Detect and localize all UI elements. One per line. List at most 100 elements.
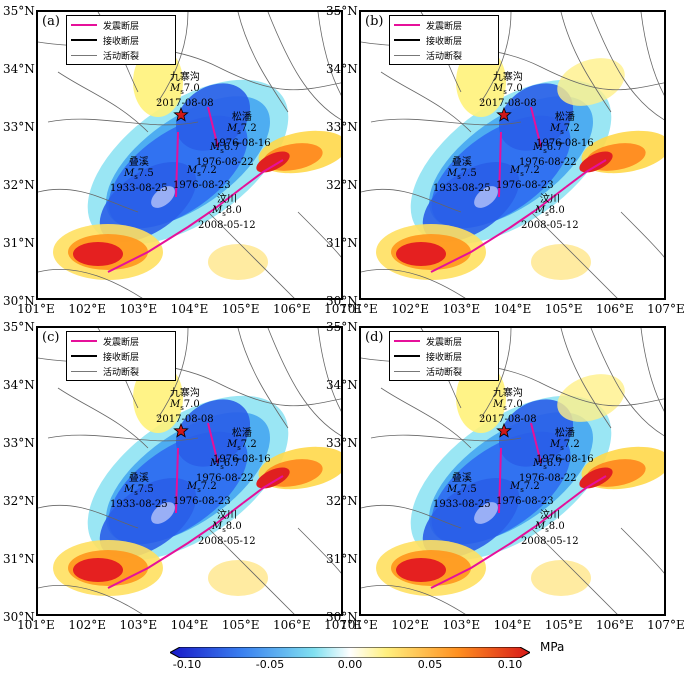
legend-line-icon bbox=[71, 24, 97, 26]
legend-item: 接收断层 bbox=[394, 33, 462, 47]
latitude-label: 33°N bbox=[326, 120, 358, 134]
latitude-label: 30°N bbox=[3, 610, 35, 624]
latitude-label: 32°N bbox=[3, 494, 35, 508]
colorbar-tick: -0.05 bbox=[255, 658, 285, 671]
legend-item: 发震断层 bbox=[394, 334, 462, 348]
longitude-label: 102°E bbox=[391, 302, 429, 316]
longitude-label: 103°E bbox=[442, 618, 481, 632]
legend-text: 发震断层 bbox=[426, 337, 463, 348]
latitude-label: 33°N bbox=[3, 436, 35, 450]
latitude-label: 34°N bbox=[3, 62, 35, 76]
latitude-label: 31°N bbox=[326, 552, 358, 566]
earthquake-annotation: 汶川 Ms8.0 2008-05-12 bbox=[521, 510, 579, 547]
longitude-label: 102°E bbox=[68, 302, 106, 316]
panel-label: (d) bbox=[365, 330, 384, 345]
latitude-label: 30°N bbox=[326, 610, 358, 624]
latitude-label: 35°N bbox=[326, 4, 358, 18]
longitude-label: 101°E bbox=[17, 302, 55, 316]
colorbar-tick: 0.05 bbox=[417, 658, 443, 671]
legend-line-icon bbox=[71, 355, 97, 357]
legend-item: 发震断层 bbox=[71, 334, 139, 348]
longitude-label: 107°E bbox=[324, 302, 362, 316]
earthquake-annotation: Ms6.7 1976-08-22 bbox=[196, 142, 254, 168]
longitude-label: 106°E bbox=[272, 302, 311, 316]
legend-line-icon bbox=[71, 340, 97, 342]
longitude-label: 104°E bbox=[170, 302, 209, 316]
longitude-label: 106°E bbox=[272, 618, 311, 632]
legend-line-icon bbox=[394, 24, 420, 26]
earthquake-annotation: Ms7.2 1976-08-23 bbox=[496, 481, 554, 507]
earthquake-annotation: 九寨沟 Ms7.0 2017-08-08 bbox=[156, 72, 214, 109]
colorbar-tick: -0.10 bbox=[172, 658, 202, 671]
longitude-label: 102°E bbox=[391, 618, 429, 632]
longitude-label: 105°E bbox=[544, 302, 583, 316]
earthquake-annotation: 九寨沟 Ms7.0 2017-08-08 bbox=[479, 388, 537, 425]
longitude-label: 106°E bbox=[595, 302, 634, 316]
earthquake-annotation: 松潘 Ms7.2 1976-08-16 bbox=[213, 428, 271, 465]
legend-item: 活动断裂 bbox=[394, 48, 462, 62]
latitude-label: 32°N bbox=[326, 178, 358, 192]
earthquake-annotation: Ms7.2 1976-08-23 bbox=[496, 165, 554, 191]
earthquake-annotation: Ms6.7 1976-08-22 bbox=[519, 458, 577, 484]
earthquake-annotation: Ms6.7 1976-08-22 bbox=[196, 458, 254, 484]
legend-line-icon bbox=[394, 54, 420, 56]
map-legend: 发震断层接收断层活动断裂 bbox=[66, 331, 176, 381]
earthquake-annotation: 汶川 Ms8.0 2008-05-12 bbox=[521, 194, 579, 231]
legend-text: 接收断层 bbox=[426, 352, 463, 363]
latitude-label: 30°N bbox=[3, 294, 35, 308]
longitude-label: 101°E bbox=[17, 618, 55, 632]
earthquake-annotation: Ms6.7 1976-08-22 bbox=[519, 142, 577, 168]
latitude-label: 33°N bbox=[3, 120, 35, 134]
legend-item: 发震断层 bbox=[394, 18, 462, 32]
map-frame: (c) 发震断层 接收断层 活动断裂 九寨沟 Ms7.0 2017-08-08 松潘 Ms7.2… bbox=[36, 326, 343, 616]
latitude-label: 34°N bbox=[326, 378, 358, 392]
legend-text: 活动断裂 bbox=[103, 367, 140, 378]
map-frame: (a) 发震断层 接收断层 活动断裂 九寨沟 Ms7.0 2017-08-08 松潘 Ms7.2… bbox=[36, 10, 343, 300]
earthquake-annotation: 九寨沟 Ms7.0 2017-08-08 bbox=[156, 388, 214, 425]
earthquake-annotation: 汶川 Ms8.0 2008-05-12 bbox=[198, 510, 256, 547]
latitude-label: 30°N bbox=[326, 294, 358, 308]
earthquake-annotation: 叠溪 Ms7.5 1933-08-25 bbox=[110, 157, 168, 194]
legend-text: 活动断裂 bbox=[426, 51, 463, 62]
earthquake-annotation: Ms7.2 1976-08-23 bbox=[173, 481, 231, 507]
legend-text: 接收断层 bbox=[103, 352, 140, 363]
latitude-label: 35°N bbox=[326, 320, 358, 334]
legend-line-icon bbox=[394, 340, 420, 342]
colorbar-tick: 0.00 bbox=[337, 658, 363, 671]
legend-line-icon bbox=[394, 355, 420, 357]
colorbar bbox=[168, 643, 532, 659]
map-legend: 发震断层 接收断层 活动断裂 bbox=[66, 15, 176, 65]
legend-item: 接收断层 bbox=[394, 349, 462, 363]
legend-item: 活动断裂 bbox=[71, 364, 139, 378]
map-legend: 发震断层 接收断层活动断裂 bbox=[389, 15, 499, 65]
legend-item: 接收断层 bbox=[71, 349, 139, 363]
legend-item: 活动断裂 bbox=[71, 48, 139, 62]
earthquake-annotation: Ms7.2 1976-08-23 bbox=[173, 165, 231, 191]
longitude-label: 105°E bbox=[221, 618, 260, 632]
longitude-label: 107°E bbox=[647, 302, 685, 316]
earthquake-annotation: 汶川 Ms8.0 2008-05-12 bbox=[198, 194, 256, 231]
longitude-label: 103°E bbox=[442, 302, 481, 316]
longitude-label: 104°E bbox=[493, 302, 532, 316]
earthquake-annotation: 松潘 Ms7.2 1976-08-16 bbox=[213, 112, 271, 149]
colorbar-unit: MPa bbox=[540, 640, 565, 654]
longitude-label: 105°E bbox=[221, 302, 260, 316]
longitude-label: 104°E bbox=[170, 618, 209, 632]
map-frame: (d) 发震断层 接收断层 活动断裂 九寨沟 Ms7.0 2017-08-08 松潘 Ms7.2… bbox=[359, 326, 666, 616]
legend-item: 活动断裂 bbox=[394, 364, 462, 378]
latitude-label: 35°N bbox=[3, 4, 35, 18]
earthquake-annotation: 叠溪 Ms7.5 1933-08-25 bbox=[110, 473, 168, 510]
latitude-label: 31°N bbox=[3, 552, 35, 566]
legend-text: 接收断层 bbox=[103, 36, 140, 47]
legend-line-icon bbox=[394, 39, 420, 41]
longitude-label: 104°E bbox=[493, 618, 532, 632]
legend-line-icon bbox=[394, 370, 420, 372]
legend-text: 活动断裂 bbox=[426, 367, 463, 378]
latitude-label: 32°N bbox=[326, 494, 358, 508]
legend-text: 活动断裂 bbox=[103, 51, 140, 62]
longitude-label: 102°E bbox=[68, 618, 106, 632]
earthquake-annotation: 叠溪 Ms7.5 1933-08-25 bbox=[433, 473, 491, 510]
latitude-label: 31°N bbox=[326, 236, 358, 250]
longitude-label: 103°E bbox=[119, 618, 158, 632]
latitude-label: 35°N bbox=[3, 320, 35, 334]
